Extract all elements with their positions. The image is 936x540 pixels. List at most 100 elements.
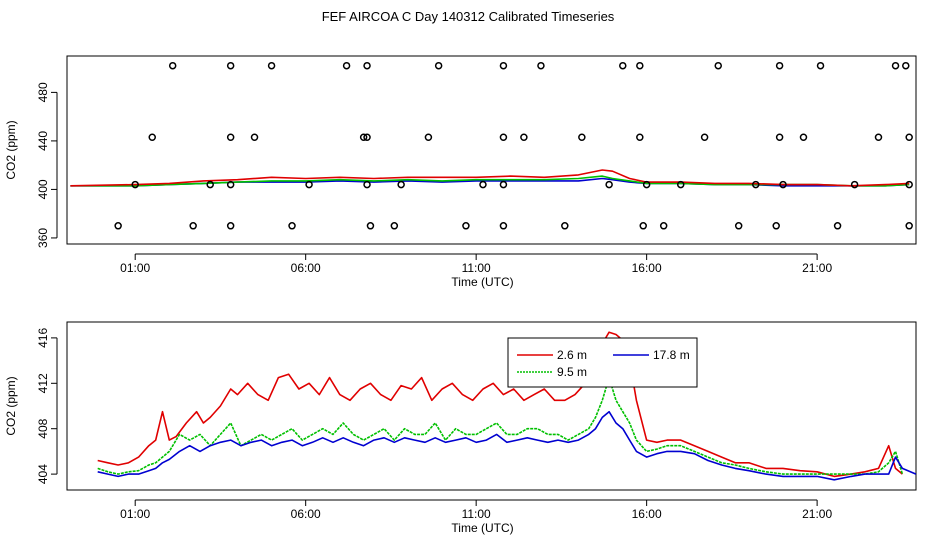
figure-title: FEF AIRCOA C Day 140312 Calibrated Times… [321, 9, 615, 24]
x-axis-label: Time (UTC) [451, 521, 513, 535]
calibration-point [905, 180, 913, 189]
legend-label: 2.6 m [557, 348, 587, 362]
x-tick-label: 21:00 [802, 507, 832, 521]
plot-frame [66, 55, 917, 245]
y-tick-label: 480 [36, 82, 50, 102]
calibration-point [639, 222, 647, 230]
calibration-point [424, 133, 433, 142]
x-tick-label: 06:00 [291, 507, 321, 521]
calibration-point [168, 61, 177, 70]
legend: 2.6 m 9.5 m 17.8 m [507, 337, 698, 388]
calibration-point [799, 133, 808, 142]
x-tick-label: 21:00 [802, 261, 832, 275]
calibration-point [363, 180, 371, 189]
calibration-point [779, 180, 787, 189]
legend-label: 9.5 m [557, 365, 587, 379]
calibration-point [772, 222, 780, 230]
series-group [97, 331, 916, 481]
calibration-point [226, 61, 235, 70]
calibration-points [114, 61, 913, 230]
calibration-point [206, 180, 214, 189]
calibration-point [561, 222, 569, 230]
x-axis: 01:00 06:00 11:00 16:00 21:00 Time (UTC) [120, 253, 832, 289]
x-tick-label: 16:00 [632, 507, 662, 521]
series-line-17-8-m [97, 410, 916, 481]
calibration-point [636, 133, 644, 142]
x-tick-label: 01:00 [120, 507, 150, 521]
y-tick-label: 440 [36, 131, 50, 151]
x-tick-label: 01:00 [120, 261, 150, 275]
calibration-point [734, 222, 743, 230]
calibration-point [359, 133, 368, 142]
calibration-point [131, 180, 139, 189]
calibration-point [226, 222, 235, 230]
calibration-point [390, 222, 399, 230]
calibration-point [905, 133, 913, 142]
y-tick-label: 360 [36, 228, 50, 248]
calibration-point [816, 61, 825, 70]
calibration-point [434, 61, 443, 70]
x-tick-label: 11:00 [462, 261, 491, 275]
calibration-point [267, 61, 276, 70]
calibration-point [305, 180, 313, 189]
calibration-point [619, 61, 627, 70]
calibration-point [605, 180, 613, 189]
y-axis: 404 408 412 416 CO2 (ppm) [4, 328, 58, 484]
calibration-point [342, 61, 351, 70]
legend-box [507, 337, 698, 388]
legend-label: 17.8 m [653, 348, 690, 362]
x-tick-label: 06:00 [291, 261, 321, 275]
calibration-point [397, 180, 405, 189]
series-group [70, 169, 910, 187]
series-line-2-6-m [70, 169, 910, 187]
y-axis: 360 400 440 480 CO2 (ppm) [4, 82, 58, 248]
calibration-panel: 01:00 06:00 11:00 16:00 21:00 Time (UTC) 360 40… [4, 55, 917, 289]
plot-frame [66, 321, 917, 491]
y-tick-label: 416 [36, 328, 50, 348]
calibration-point [363, 61, 371, 70]
y-axis-label: CO2 (ppm) [4, 376, 18, 435]
calibration-point [479, 180, 487, 189]
x-axis-label: Time (UTC) [451, 275, 513, 289]
calibration-point [366, 222, 375, 230]
calibration-point [850, 180, 859, 189]
calibration-point [636, 61, 644, 70]
calibration-point [659, 222, 668, 230]
calibration-point [499, 180, 508, 189]
calibration-point [114, 222, 122, 230]
calibration-point [499, 133, 508, 142]
calibration-point [874, 133, 883, 142]
calibration-point [363, 133, 371, 142]
y-axis-label: CO2 (ppm) [4, 120, 18, 179]
calibration-point [891, 61, 900, 70]
y-tick-label: 400 [36, 179, 50, 199]
calibration-point [902, 61, 910, 70]
calibration-point [714, 61, 722, 70]
calibration-point [148, 133, 156, 142]
x-tick-label: 16:00 [632, 261, 662, 275]
calibration-point [499, 222, 508, 230]
calibration-point [499, 61, 508, 70]
calibration-point [520, 133, 528, 142]
calibration-point [905, 222, 913, 230]
calibration-point [537, 61, 545, 70]
calibration-point [775, 61, 784, 70]
calibration-point [189, 222, 197, 230]
calibration-point [578, 133, 586, 142]
x-axis: 01:00 06:00 11:00 16:00 21:00 Time (UTC) [120, 499, 832, 535]
y-tick-label: 404 [36, 464, 50, 484]
calibration-point [462, 222, 470, 230]
calibration-point [288, 222, 296, 230]
calibration-point [226, 180, 235, 189]
calibration-point [676, 180, 685, 189]
calibration-point [642, 180, 651, 189]
calibration-point [751, 180, 760, 189]
calibration-point [226, 133, 235, 142]
series-line-2-6-m [97, 331, 903, 478]
calibration-point [250, 133, 259, 142]
calibration-point [700, 133, 709, 142]
x-tick-label: 11:00 [462, 507, 491, 521]
calibration-point [833, 222, 842, 230]
